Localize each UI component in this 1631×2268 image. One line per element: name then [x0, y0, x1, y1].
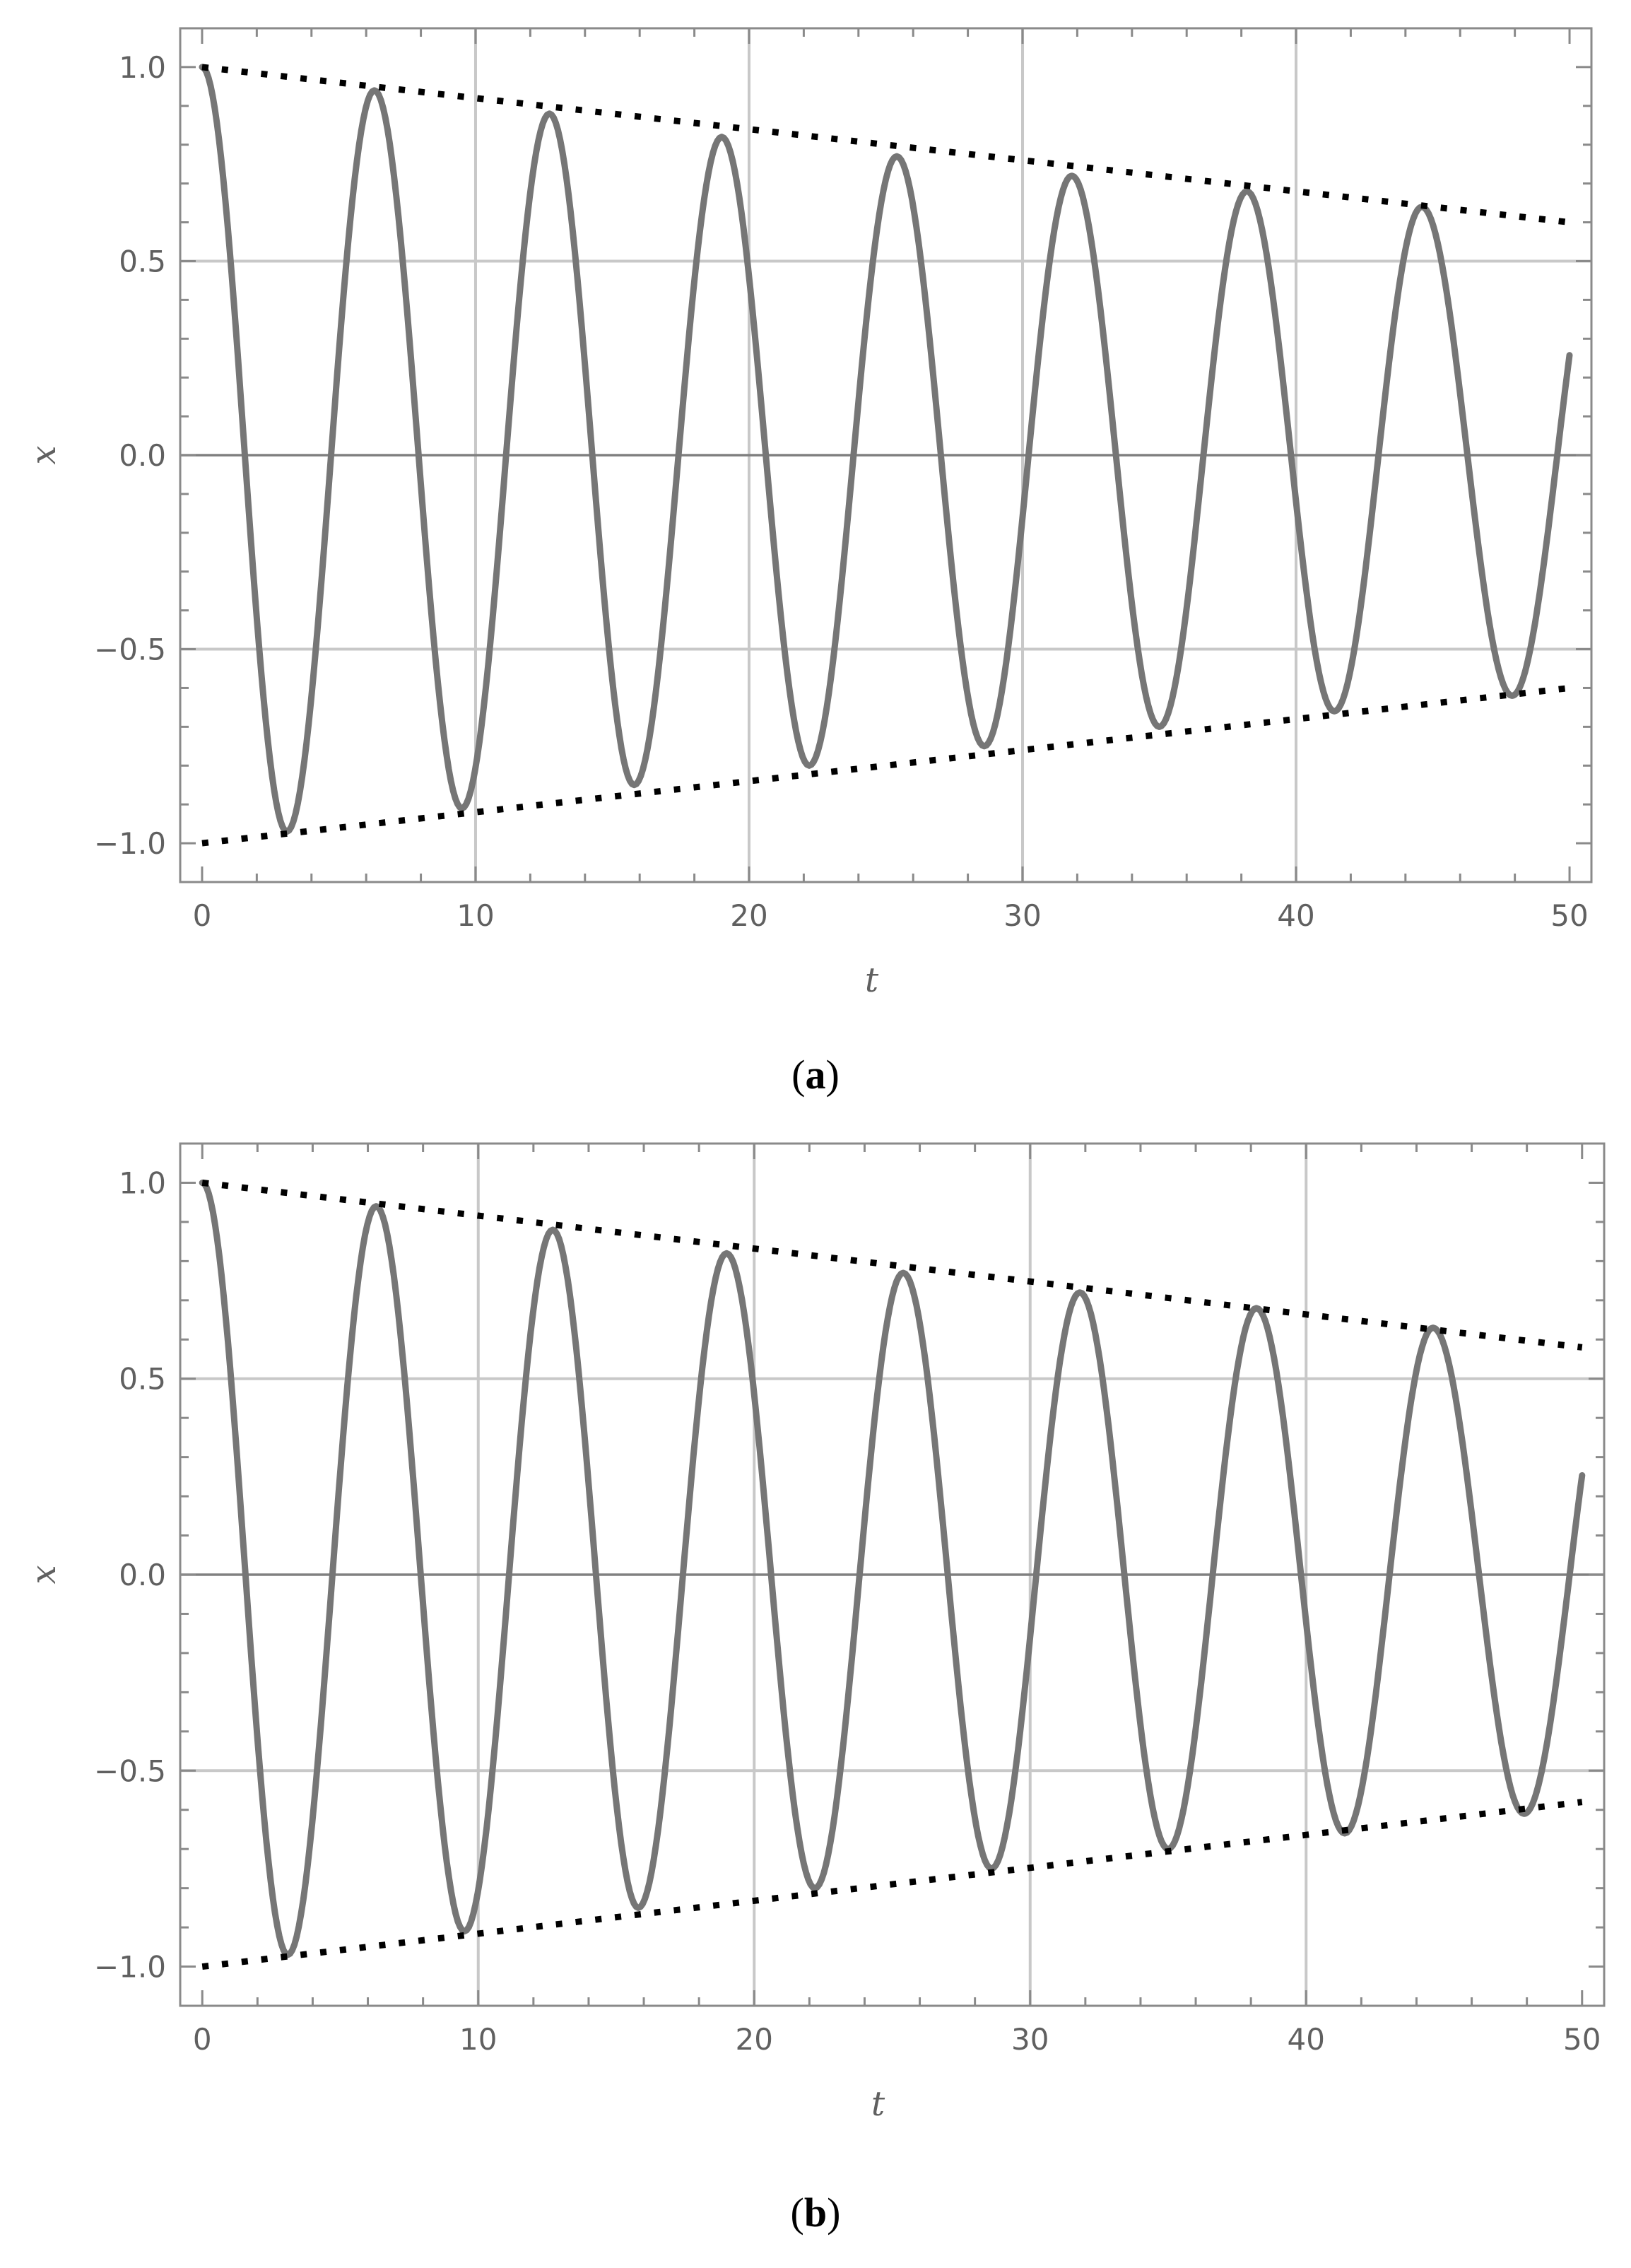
x-tick-label: 50 [1563, 2022, 1601, 2057]
y-tick-label: 0.5 [119, 244, 166, 278]
x-tick-label: 40 [1288, 2022, 1325, 2057]
y-tick-label: 1.0 [119, 50, 166, 85]
panel-caption: (a) [791, 1052, 840, 1098]
y-tick-label: −1.0 [94, 1950, 166, 1985]
x-tick-label: 0 [193, 2022, 212, 2057]
caption-open-paren: ( [791, 2190, 804, 2235]
caption-letter: b [804, 2190, 827, 2235]
x-tick-label: 20 [730, 898, 767, 933]
panel-caption: (b) [791, 2190, 841, 2235]
tick-marks [180, 28, 1591, 882]
upper-envelope-line [201, 64, 1570, 226]
caption-letter: a [806, 1052, 826, 1098]
x-tick-label: 10 [457, 898, 494, 933]
x-tick-label: 40 [1277, 898, 1314, 933]
damped-oscillation-line [199, 1180, 1586, 1958]
chart-panel-b: 0 10 20 30 40 50 1.0 0.5 0.0 −0.5 −1.0 t x (b) [24, 1142, 1606, 2235]
x-tick-label: 10 [459, 2022, 497, 2057]
caption-open-paren: ( [791, 1052, 805, 1098]
y-tick-label: −0.5 [94, 1753, 166, 1788]
x-axis-label: t [865, 960, 879, 1000]
y-tick-label: 0.0 [119, 1558, 166, 1592]
y-tick-label: −0.5 [94, 633, 166, 667]
caption-close-paren: ) [827, 2190, 840, 2235]
y-axis-label: x [24, 445, 64, 464]
y-tick-label: 1.0 [119, 1165, 166, 1200]
x-tick-label: 50 [1550, 898, 1588, 933]
x-axis-label: t [871, 2084, 885, 2124]
damped-oscillation-line [199, 64, 1573, 835]
chart-panel-a: 0 10 20 30 40 50 1.0 0.5 0.0 −0.5 −1.0 t x (a) [24, 27, 1593, 1098]
x-tick-label: 0 [193, 898, 212, 933]
caption-close-paren: ) [826, 1052, 840, 1098]
x-tick-label: 30 [1011, 2022, 1049, 2057]
lower-envelope-line [201, 1799, 1583, 1970]
x-tick-label: 20 [736, 2022, 773, 2057]
tick-marks [180, 1144, 1604, 2006]
upper-envelope-line [201, 1179, 1583, 1351]
y-tick-label: −1.0 [94, 826, 166, 861]
y-tick-label: 0.5 [119, 1362, 166, 1397]
x-tick-label: 30 [1003, 898, 1041, 933]
y-axis-label: x [24, 1565, 64, 1584]
y-tick-label: 0.0 [119, 438, 166, 473]
lower-envelope-line [201, 684, 1570, 847]
